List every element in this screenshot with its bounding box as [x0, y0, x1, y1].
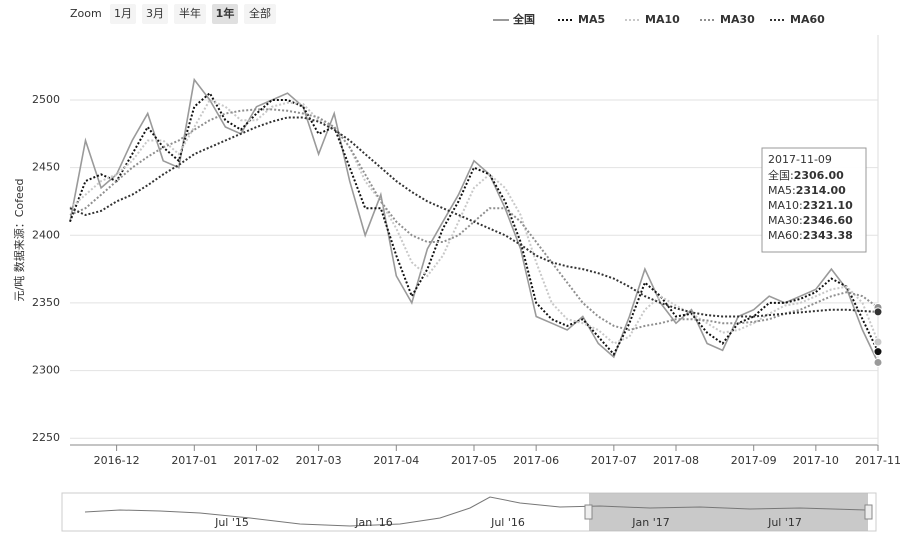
tooltip-row-label: 全国:: [768, 168, 794, 182]
tooltip-row-value: 2346.60: [803, 214, 853, 227]
series-line: [69, 116, 879, 318]
tooltip-row-value: 2306.00: [794, 169, 844, 182]
y-tick-label: 2250: [32, 431, 60, 444]
navigator-handle[interactable]: [584, 504, 593, 520]
zoom-button-label: 1年: [216, 6, 235, 20]
y-tick-label: 2350: [32, 296, 60, 309]
legend-label[interactable]: MA60: [790, 13, 825, 26]
x-tick-label: 2017-07: [591, 454, 637, 467]
end-marker: [873, 347, 883, 357]
navigator-line: [84, 496, 867, 527]
tooltip-row-value: 2343.38: [803, 229, 853, 242]
navigator: [61, 492, 877, 532]
navigator-label: Jan '17: [631, 516, 669, 529]
tooltip-row-label: MA60:: [768, 229, 803, 242]
x-tick-label: 2017-05: [451, 454, 497, 467]
legend-label[interactable]: MA30: [720, 13, 755, 26]
legend-label[interactable]: MA10: [645, 13, 680, 26]
end-marker: [873, 357, 883, 367]
legend-label[interactable]: MA5: [578, 13, 605, 26]
end-marker: [873, 337, 883, 347]
tooltip-row: MA30:2346.60: [768, 214, 853, 227]
series-line: [69, 77, 879, 363]
tooltip-row: MA5:2314.00: [768, 184, 846, 197]
zoom-button-label: 全部: [249, 6, 271, 20]
navigator-label: Jul '17: [767, 516, 802, 529]
navigator-label: Jul '16: [490, 516, 525, 529]
x-tick-label: 2017-09: [731, 454, 777, 467]
zoom-button[interactable]: [174, 4, 206, 24]
tooltip-row-label: MA10:: [768, 199, 803, 212]
navigator-label: Jul '15: [214, 516, 249, 529]
navigator-handle[interactable]: [864, 504, 873, 520]
tooltip-row-label: MA5:: [768, 184, 796, 197]
tooltip-row: 全国:2306.00: [768, 168, 844, 182]
x-tick-label: 2017-02: [233, 454, 279, 467]
y-tick-label: 2300: [32, 364, 60, 377]
zoom-button-label: 半年: [179, 6, 201, 20]
y-tick-label: 2500: [32, 93, 60, 106]
series-line: [69, 98, 879, 345]
x-tick-label: 2017-01: [171, 454, 217, 467]
series-line: [69, 108, 879, 332]
x-tick-label: 2016-12: [94, 454, 140, 467]
zoom-button[interactable]: [212, 4, 238, 24]
zoom-button[interactable]: [244, 4, 276, 24]
x-tick-label: 2017-10: [793, 454, 839, 467]
tooltip-row: MA10:2321.10: [768, 199, 853, 212]
zoom-button[interactable]: [110, 4, 136, 24]
tooltip-row-value: 2321.10: [803, 199, 853, 212]
zoom-button[interactable]: [142, 4, 168, 24]
y-tick-label: 2450: [32, 161, 60, 174]
tooltip-row-label: MA30:: [768, 214, 803, 227]
zoom-button-label: 3月: [146, 7, 164, 20]
x-tick-label: 2017-04: [373, 454, 419, 467]
navigator-label: Jan '16: [354, 516, 392, 529]
navigator-window: [589, 493, 868, 531]
end-marker: [873, 307, 883, 317]
zoom-label: Zoom: [70, 7, 102, 20]
tooltip-row: MA60:2343.38: [768, 229, 853, 242]
x-tick-label: 2017-06: [513, 454, 559, 467]
legend-label[interactable]: 全国: [512, 12, 535, 26]
x-tick-label: 2017-11: [855, 454, 900, 467]
x-tick-label: 2017-03: [296, 454, 342, 467]
tooltip-box: [761, 147, 867, 253]
tooltip-row-value: 2314.00: [796, 184, 846, 197]
y-axis-label: 元/吨 数据来源：Cofeed: [12, 178, 26, 301]
zoom-button-label: 1月: [114, 7, 132, 20]
x-tick-label: 2017-08: [653, 454, 699, 467]
y-tick-label: 2400: [32, 228, 60, 241]
tooltip-date: 2017-11-09: [768, 153, 832, 166]
